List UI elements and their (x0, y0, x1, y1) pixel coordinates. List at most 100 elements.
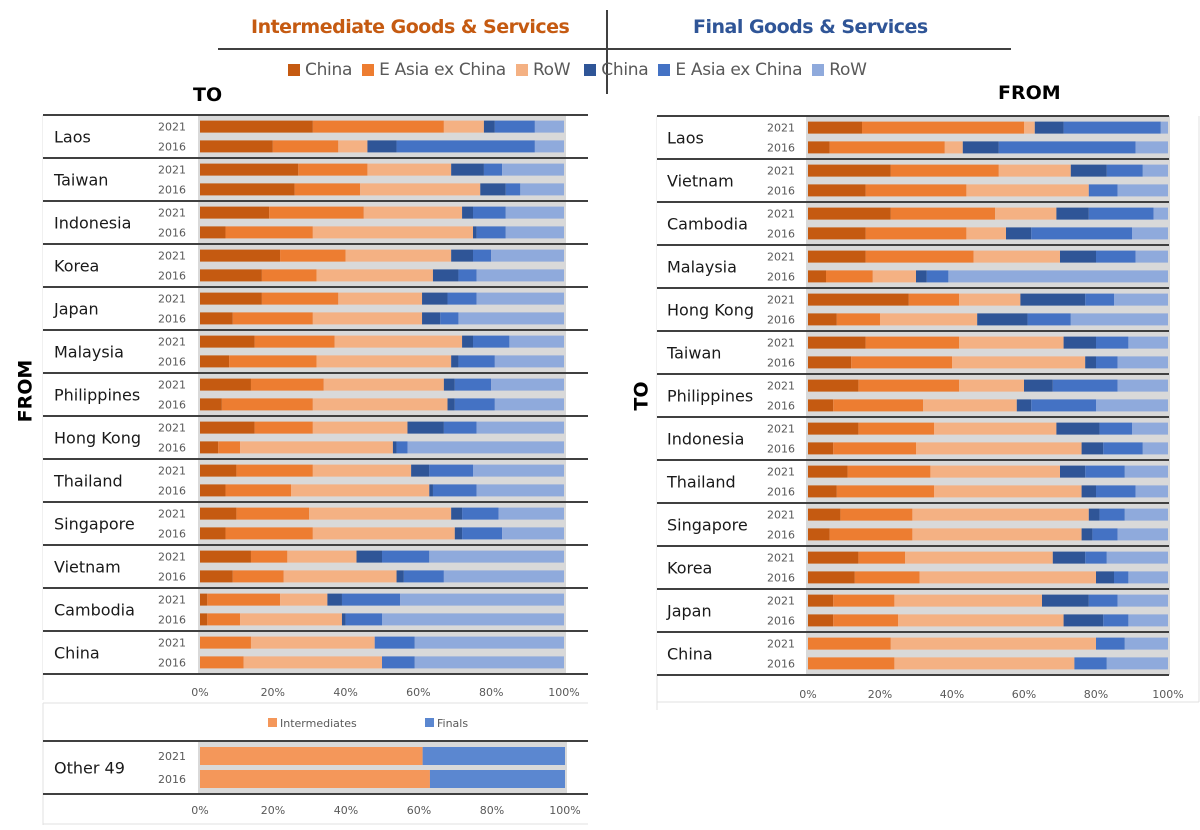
group-label: Cambodia (54, 601, 135, 620)
bar-segment (269, 206, 364, 219)
bar-segment (1088, 184, 1118, 197)
legend-label: Finals (437, 717, 468, 730)
bar-segment (1096, 571, 1114, 584)
x-tick-label: 20% (261, 686, 285, 699)
final-goods-title: Final Goods & Services (693, 16, 928, 38)
group-label-bg (43, 158, 198, 201)
bar-segment (200, 613, 208, 626)
bar-segment (250, 550, 288, 563)
bar-segment (312, 527, 455, 540)
bar-segment (534, 140, 564, 153)
bar-segment (396, 570, 404, 583)
bar-segment (200, 421, 255, 434)
bar-segment (221, 398, 313, 411)
bar-segment (422, 292, 448, 305)
bar-segment (200, 183, 295, 196)
bar-segment (1142, 442, 1168, 455)
bar-segment (1117, 379, 1168, 392)
year-label: 2016 (158, 656, 186, 669)
bar-segment (1106, 164, 1143, 177)
bar-segment (432, 269, 459, 282)
bar-segment (1117, 184, 1168, 197)
year-label: 2016 (767, 571, 795, 584)
bar-segment (1135, 141, 1168, 154)
bar-segment (1088, 594, 1118, 607)
year-label: 2021 (767, 638, 795, 651)
group-label: Singapore (54, 515, 135, 534)
bar-segment (443, 421, 477, 434)
bar-segment (454, 527, 463, 540)
year-label: 2021 (158, 250, 186, 263)
bar-segment (451, 507, 463, 520)
legend-item: RoW (812, 60, 867, 80)
bar-segment (808, 207, 891, 220)
year-label: 2016 (767, 614, 795, 627)
year-label: 2021 (767, 294, 795, 307)
bar-segment (1153, 207, 1168, 220)
bar-segment (509, 335, 564, 348)
bar-segment (1063, 336, 1096, 349)
bar-segment (1160, 121, 1168, 134)
bar-segment (808, 356, 852, 369)
bar-segment (316, 269, 433, 282)
year-label: 2021 (158, 508, 186, 521)
bar-segment (454, 398, 495, 411)
group-label: Other 49 (54, 759, 125, 778)
bar-segment (1074, 657, 1107, 670)
bar-segment (309, 507, 452, 520)
group-label-bg (657, 460, 806, 503)
bar-segment (1024, 121, 1035, 134)
bar-segment (473, 249, 492, 262)
bar-segment (916, 270, 927, 283)
bar-segment (458, 269, 477, 282)
bar-segment (833, 399, 924, 412)
header-underline (218, 48, 1011, 50)
bar-segment (1060, 465, 1086, 478)
group-label-bg (43, 330, 198, 373)
bar-segment (534, 120, 564, 133)
bar-segment (1132, 422, 1168, 435)
year-label: 2021 (767, 337, 795, 350)
bar-segment (200, 636, 251, 649)
bar-segment (494, 398, 564, 411)
group-label: Vietnam (667, 172, 734, 191)
bar-segment (865, 227, 967, 240)
bar-segment (1006, 227, 1032, 240)
group-label-bg (657, 546, 806, 589)
bar-segment (200, 355, 230, 368)
bar-segment (858, 551, 906, 564)
bar-segment (872, 270, 916, 283)
bar-segment (407, 441, 564, 454)
year-label: 2021 (767, 122, 795, 135)
group-label: China (54, 644, 100, 663)
right-chart: Laos 2021 2016 Vietnam 2021 2016 Cambodia 2021 2… (656, 115, 1200, 710)
year-label: 2016 (767, 528, 795, 541)
group-label: Singapore (667, 516, 748, 535)
year-label: 2016 (158, 269, 186, 282)
bar-segment (826, 270, 873, 283)
header-divider (606, 10, 608, 94)
bar-segment (451, 355, 459, 368)
x-tick-label: 40% (334, 804, 358, 817)
bar-segment (422, 312, 441, 325)
bar-segment (1099, 508, 1125, 521)
bar-segment (200, 570, 233, 583)
bar-segment (392, 441, 397, 454)
group-label-bg (657, 245, 806, 288)
year-label: 2021 (158, 594, 186, 607)
bar-segment (240, 441, 393, 454)
group-label: Taiwan (666, 344, 721, 363)
bar-segment (462, 507, 499, 520)
bar-segment (840, 508, 913, 521)
bar-segment (200, 292, 262, 305)
bar-segment (1063, 614, 1104, 627)
year-label: 2016 (767, 313, 795, 326)
bar-segment (995, 207, 1057, 220)
year-label: 2016 (767, 657, 795, 670)
bar-segment (229, 355, 317, 368)
bar-segment (1085, 356, 1096, 369)
bar-segment (1081, 528, 1093, 541)
bar-segment (1056, 422, 1100, 435)
bar-segment (407, 421, 444, 434)
year-label: 2016 (767, 184, 795, 197)
